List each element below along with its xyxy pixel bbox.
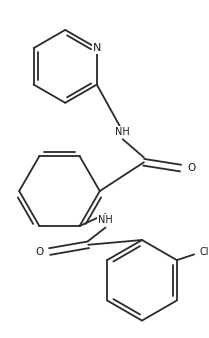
Text: NH: NH [98,215,113,225]
Text: O: O [35,246,43,257]
Text: N: N [93,43,101,53]
Text: Cl: Cl [200,247,209,258]
Text: O: O [187,163,195,173]
Text: NH: NH [115,127,130,137]
